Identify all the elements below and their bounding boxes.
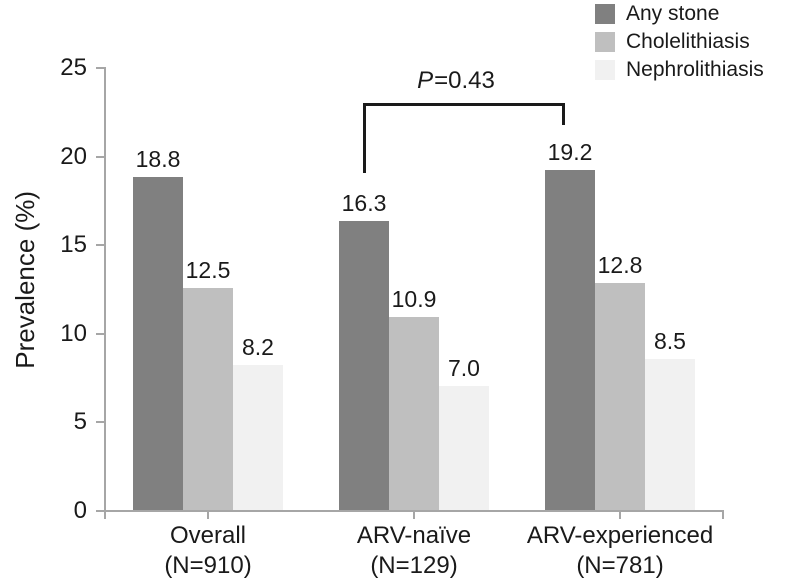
category-label-line1: Overall: [169, 522, 247, 549]
category-label-line2: (N=910): [164, 552, 252, 579]
bar-value-label: 10.9: [391, 286, 437, 312]
p-rest: =0.43: [434, 67, 495, 94]
y-tick-mark: [96, 510, 104, 512]
bar-value-label: 12.5: [185, 257, 231, 283]
category-label-line2: (N=129): [370, 552, 458, 579]
y-axis-line: [104, 67, 106, 512]
p-value-label: P=0.43: [355, 66, 557, 96]
bar-value-label: 18.8: [135, 146, 181, 172]
significance-bracket-right-leg: [562, 103, 565, 125]
significance-bracket-left-leg: [363, 103, 366, 173]
bar-value-label: 16.3: [341, 190, 387, 216]
y-tick-label: 10: [60, 319, 87, 347]
y-tick-mark: [96, 155, 104, 158]
legend-item: Nephrolithiasis: [595, 59, 764, 80]
legend-label: Cholelithiasis: [626, 30, 750, 53]
category-label: ARV-naïve (N=129): [311, 521, 517, 580]
y-tick-label: 0: [73, 497, 87, 524]
category-label: Overall (N=910): [105, 521, 311, 580]
category-label-line2: (N=781): [576, 552, 664, 579]
bar-value-label: 8.5: [654, 328, 686, 354]
y-tick-mark: [96, 67, 104, 69]
bar: [233, 365, 283, 510]
x-tick-mark: [619, 512, 621, 519]
y-tick-label: 25: [60, 54, 87, 81]
bar: [439, 386, 489, 510]
category-label-line1: ARV-experienced: [526, 522, 714, 549]
legend-marker: [595, 31, 615, 52]
bar: [545, 170, 595, 510]
legend-label: Nephrolithiasis: [626, 58, 764, 81]
bar: [183, 288, 233, 510]
y-tick-label: 5: [73, 408, 87, 436]
bar: [133, 177, 183, 510]
x-tick-mark: [207, 512, 209, 519]
bar-value-label: 7.0: [448, 355, 480, 381]
p-italic: P: [417, 67, 434, 94]
bar-value-label: 19.2: [547, 139, 593, 165]
y-tick-mark: [96, 332, 104, 335]
legend-marker: [595, 59, 615, 80]
bar: [339, 221, 389, 510]
y-tick-label: 20: [60, 142, 87, 170]
x-tick-mark: [104, 512, 106, 519]
y-tick-mark: [96, 421, 104, 424]
y-axis-title-wrap: Prevalence (%): [2, 0, 48, 560]
bar-value-label: 12.8: [597, 252, 643, 278]
legend: Any stone Cholelithiasis Nephrolithiasis: [595, 3, 764, 80]
bar-value-label: 8.2: [242, 334, 274, 360]
x-tick-mark: [722, 512, 724, 519]
legend-label: Any stone: [626, 2, 720, 25]
significance-bracket-horizontal: [363, 103, 565, 106]
x-axis-line: [104, 510, 724, 512]
category-label: ARV-experienced (N=781): [517, 521, 723, 580]
bar: [389, 317, 439, 510]
y-tick-mark: [96, 244, 104, 247]
bar: [645, 359, 695, 510]
legend-item: Cholelithiasis: [595, 31, 764, 52]
bar: [595, 283, 645, 510]
y-tick-label: 15: [60, 231, 87, 259]
category-label-line1: ARV-naïve: [356, 522, 472, 549]
legend-item: Any stone: [595, 3, 764, 24]
legend-marker: [595, 3, 615, 24]
x-tick-mark: [413, 512, 415, 519]
